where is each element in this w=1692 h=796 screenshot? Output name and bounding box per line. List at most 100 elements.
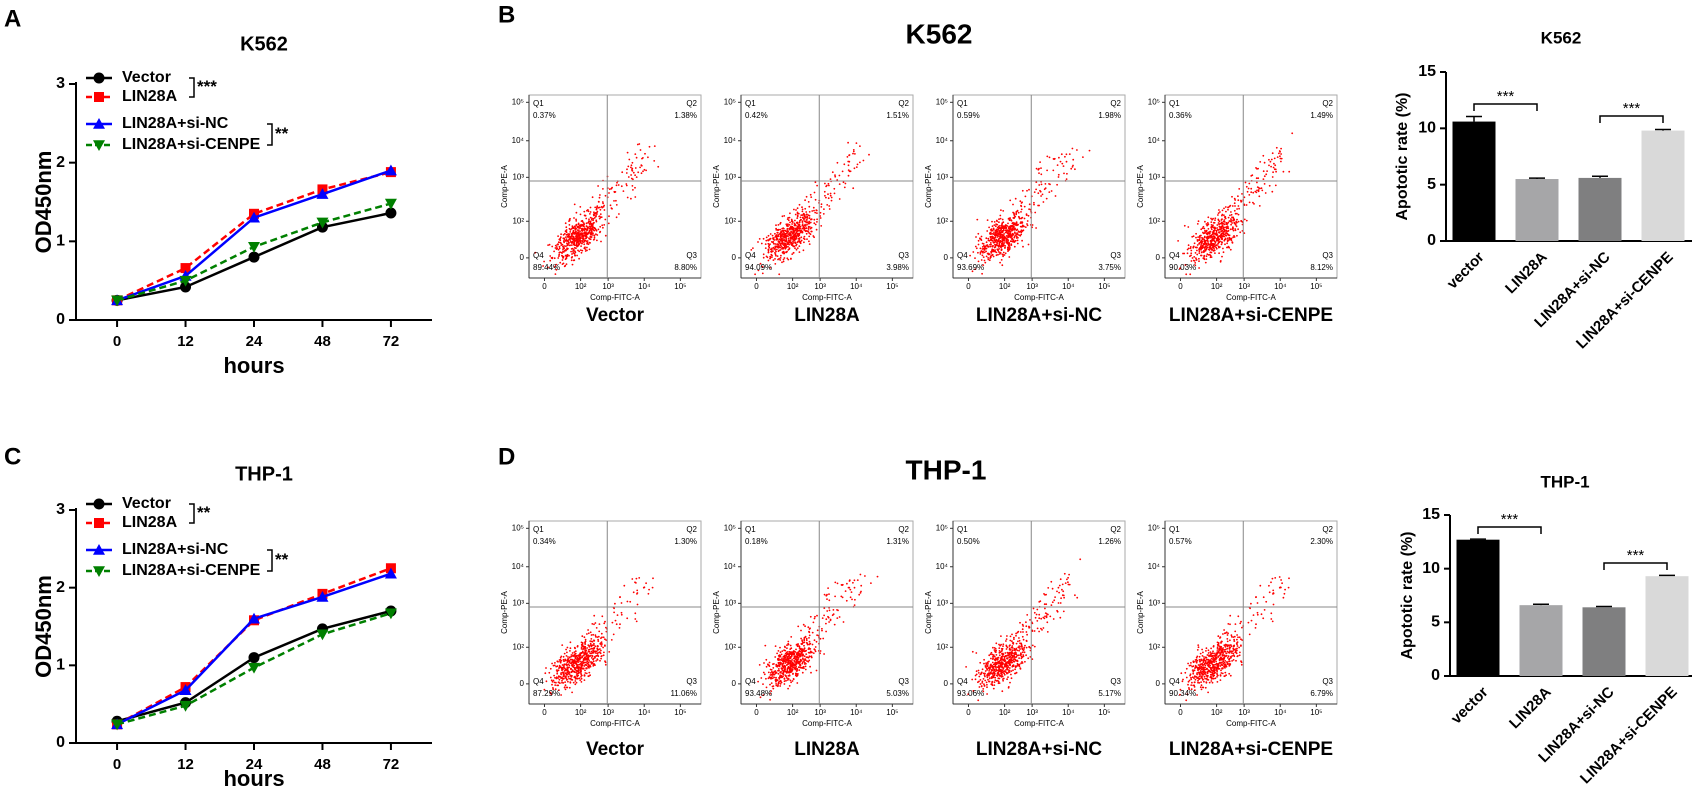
event-dot	[769, 257, 771, 260]
event-dot	[985, 255, 988, 258]
event-dot	[770, 677, 772, 680]
event-dot	[780, 667, 783, 670]
event-dot	[995, 243, 998, 246]
event-dot	[757, 241, 759, 243]
event-dot	[578, 242, 580, 245]
event-dot	[1046, 621, 1049, 624]
y-tick-label: 1	[56, 233, 65, 250]
y-tick-label: 10⁵	[724, 523, 736, 532]
event-dot	[1231, 216, 1233, 219]
event-dot	[794, 241, 797, 244]
event-dot	[1230, 237, 1233, 240]
event-dot	[997, 673, 1000, 675]
event-dot	[777, 246, 780, 249]
event-dot	[1002, 221, 1005, 224]
event-dot	[589, 235, 592, 238]
event-dot	[652, 577, 654, 580]
quadrant-name: Q3	[686, 251, 697, 260]
event-dot	[564, 676, 567, 679]
event-dot	[591, 640, 594, 643]
event-dot	[1199, 234, 1201, 237]
event-dot	[1205, 248, 1208, 250]
event-dot	[1198, 260, 1200, 263]
event-dot	[589, 211, 592, 213]
event-dot	[619, 596, 621, 598]
event-dot	[560, 242, 562, 245]
event-dot	[993, 224, 996, 227]
event-dot	[630, 174, 632, 176]
event-dot	[841, 583, 844, 586]
event-dot	[763, 662, 765, 664]
event-dot	[1199, 242, 1201, 244]
event-dot	[608, 215, 610, 218]
event-dot	[1015, 234, 1017, 237]
event-dot	[975, 247, 978, 250]
event-dot	[576, 645, 579, 647]
event-dot	[851, 598, 853, 601]
event-dot	[1010, 658, 1012, 661]
event-dot	[1212, 224, 1214, 227]
event-dot	[593, 214, 595, 217]
event-dot	[580, 245, 582, 248]
event-dot	[578, 240, 580, 243]
event-dot	[783, 677, 786, 680]
event-dot	[558, 245, 561, 248]
event-dot	[1033, 630, 1036, 632]
event-dot	[828, 621, 830, 623]
event-dot	[1056, 610, 1059, 613]
event-dot	[575, 242, 578, 245]
event-dot	[1063, 172, 1065, 175]
event-dot	[1022, 649, 1025, 652]
event-dot	[589, 642, 592, 645]
event-dot	[587, 654, 590, 657]
event-dot	[1247, 187, 1250, 190]
event-dot	[828, 609, 831, 612]
event-dot	[1220, 237, 1223, 240]
event-dot	[806, 223, 808, 226]
event-dot	[783, 252, 786, 254]
event-dot	[798, 245, 801, 248]
event-dot	[1038, 172, 1040, 175]
event-dot	[1035, 188, 1037, 191]
event-dot	[599, 208, 602, 211]
event-dot	[578, 257, 580, 260]
event-dot	[597, 228, 600, 231]
event-dot	[1088, 149, 1091, 152]
event-dot	[797, 235, 800, 238]
event-dot	[575, 655, 578, 658]
event-dot	[1203, 246, 1205, 249]
event-dot	[1248, 194, 1251, 196]
event-dot	[586, 647, 588, 649]
event-dot	[1208, 232, 1211, 235]
event-dot	[634, 174, 636, 177]
error-bar	[1659, 574, 1675, 577]
event-dot	[774, 656, 777, 658]
event-dot	[1002, 643, 1005, 646]
event-dot	[583, 679, 586, 681]
event-dot	[1011, 642, 1014, 644]
event-dot	[1211, 246, 1214, 249]
event-dot	[778, 669, 780, 672]
event-dot	[1012, 226, 1015, 229]
event-dot	[610, 639, 613, 641]
event-dot	[1264, 192, 1267, 194]
event-dot	[1004, 246, 1006, 249]
quadrant-name: Q1	[1169, 99, 1180, 108]
event-dot	[1222, 225, 1224, 228]
event-dot	[552, 664, 555, 667]
significance-bracket	[189, 503, 195, 524]
event-dot	[1225, 210, 1227, 213]
event-dot	[573, 666, 575, 669]
event-dot	[789, 679, 792, 682]
event-dot	[1064, 155, 1066, 158]
event-dot	[559, 237, 562, 240]
event-dot	[1214, 219, 1216, 222]
event-dot	[794, 651, 797, 653]
event-dot	[996, 220, 998, 223]
marker	[316, 188, 329, 199]
event-dot	[1001, 218, 1004, 221]
event-dot	[777, 681, 780, 684]
event-dot	[1011, 222, 1014, 225]
event-dot	[794, 674, 797, 677]
event-dot	[1072, 164, 1074, 167]
